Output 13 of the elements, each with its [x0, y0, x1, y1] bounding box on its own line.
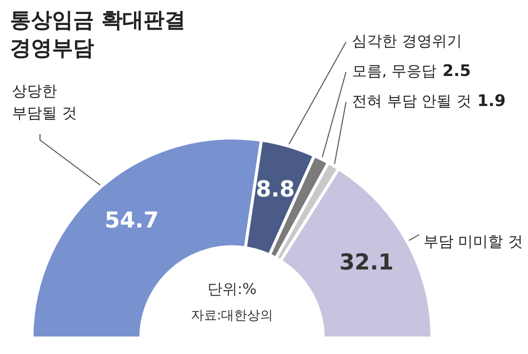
data-label: 2.5: [442, 61, 471, 80]
data-label: 8.8: [256, 177, 295, 202]
slice-label: 심각한 경영위기: [352, 32, 462, 50]
slice-label: 전혀 부담 안될 것: [352, 92, 472, 110]
text: 자료:대한상의: [190, 308, 274, 324]
text: 단위:%: [207, 280, 257, 298]
slice-label: 모름, 무응답: [352, 62, 437, 80]
data-label: 32.1: [339, 250, 394, 276]
chart-title: 통상임금 확대판결 경영부담: [10, 7, 186, 62]
slice-label: 상당한 부담될 것: [12, 82, 77, 122]
slice-label: 부담 미미할 것: [423, 232, 523, 250]
data-label: 1.9: [477, 91, 506, 110]
data-label: 54.7: [104, 208, 159, 234]
